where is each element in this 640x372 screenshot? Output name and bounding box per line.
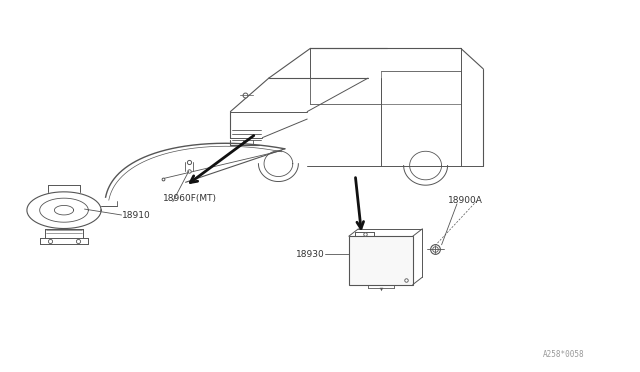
Text: 18910: 18910 [122,211,150,219]
Text: A258*0058: A258*0058 [542,350,584,359]
Text: 18900A: 18900A [448,196,483,205]
Text: 18930: 18930 [296,250,324,259]
Text: 18960F(MT): 18960F(MT) [163,194,217,203]
Bar [349,236,413,285]
